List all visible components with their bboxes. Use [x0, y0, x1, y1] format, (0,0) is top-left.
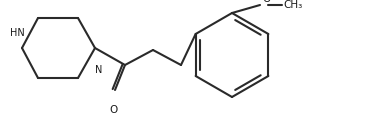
Text: N: N — [95, 65, 102, 75]
Text: O: O — [109, 105, 117, 115]
Text: CH₃: CH₃ — [283, 0, 302, 10]
Text: O: O — [262, 0, 270, 4]
Text: HN: HN — [10, 28, 25, 38]
